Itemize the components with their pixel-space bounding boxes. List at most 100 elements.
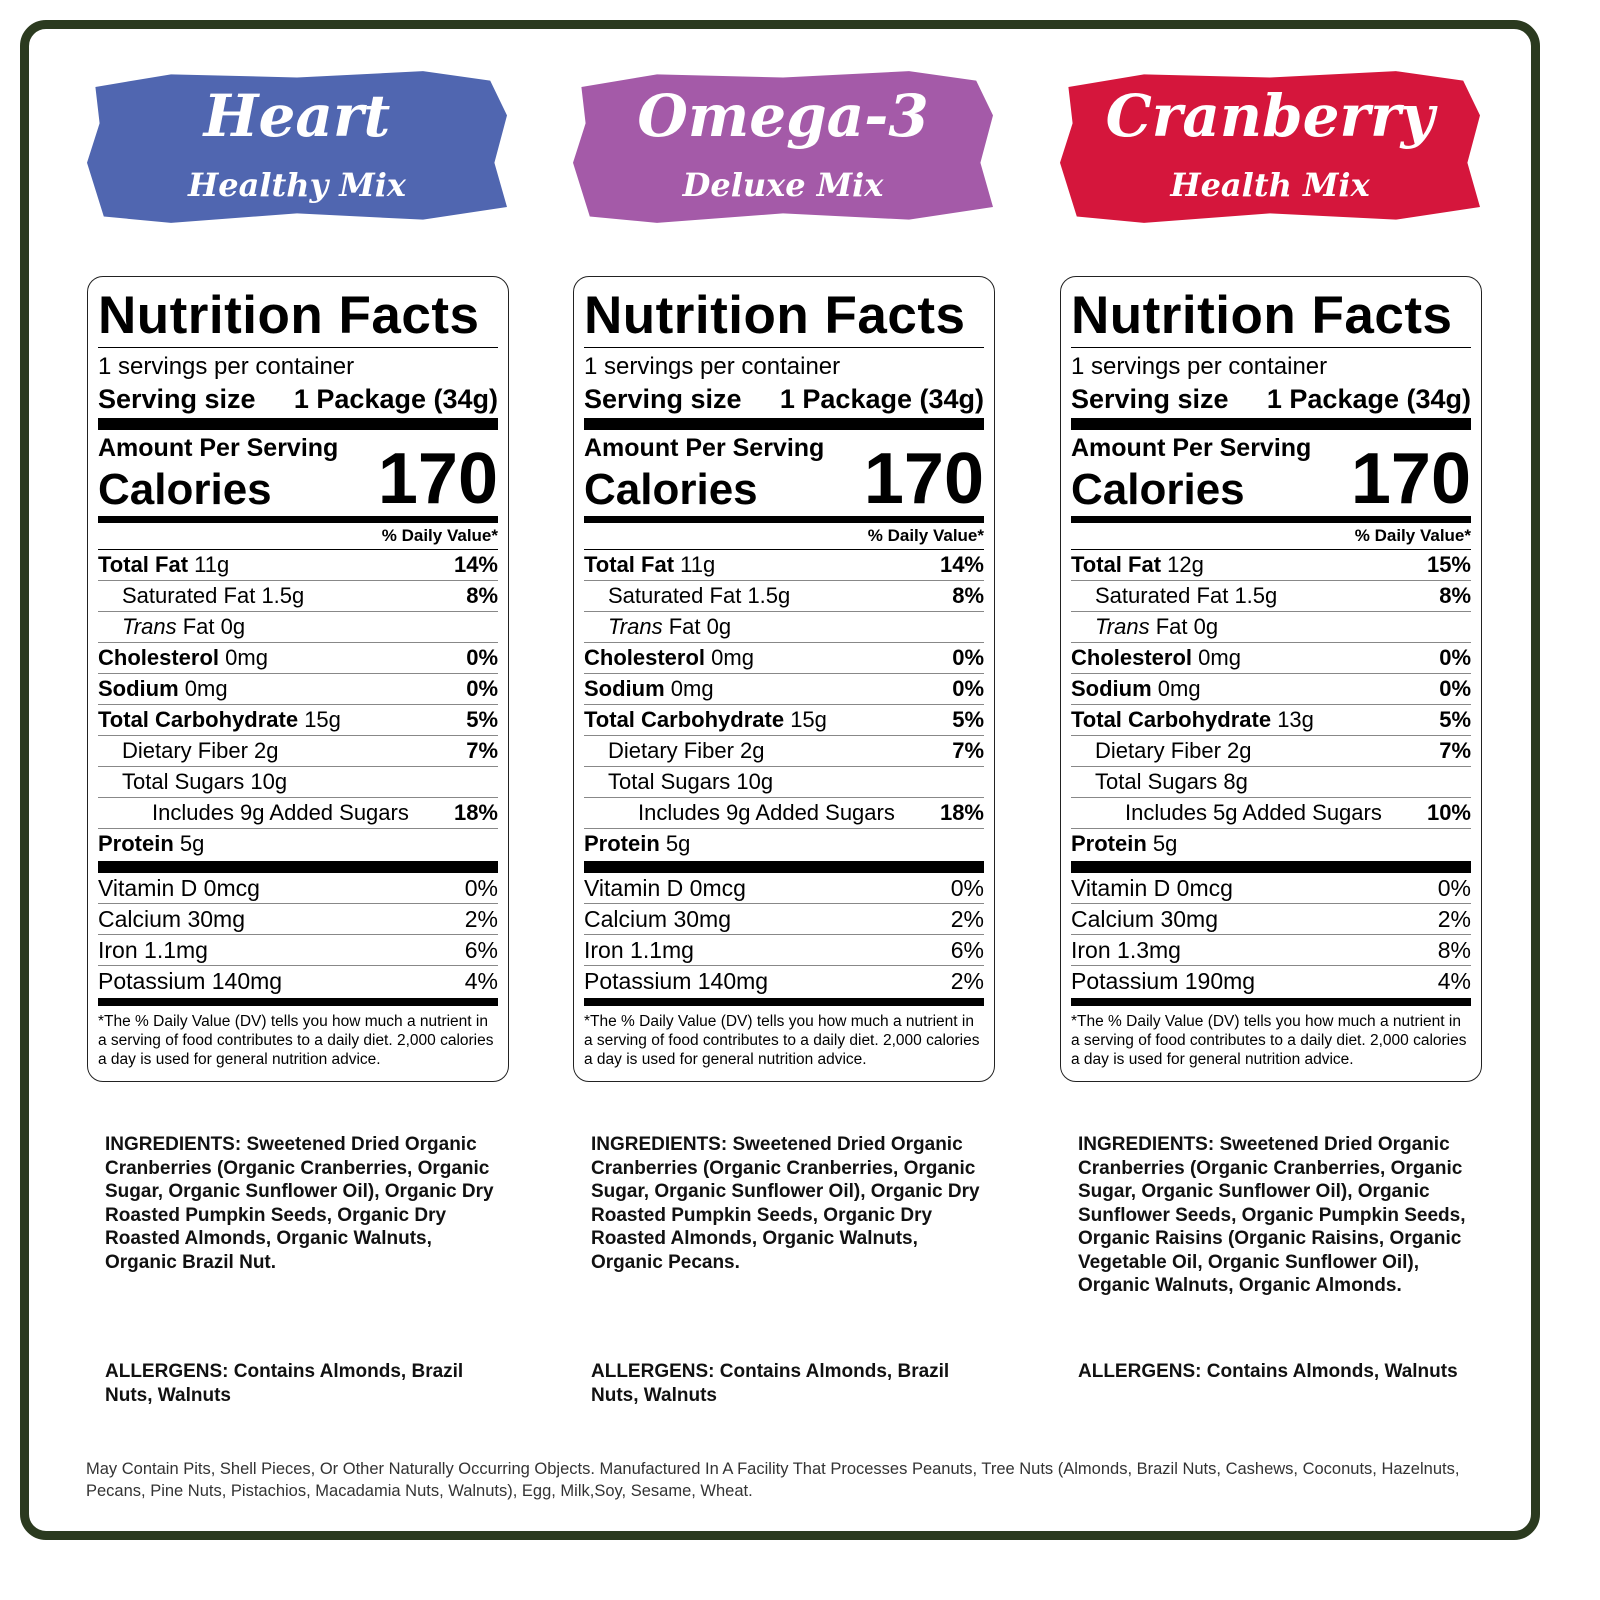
nutrient-amount: 2g xyxy=(254,738,279,763)
nutrient-amount: 0mg xyxy=(711,645,754,670)
nutrient-row: Cholesterol 0mg 0% xyxy=(1071,643,1471,674)
vitamin-row: Vitamin D 0mcg 0% xyxy=(98,873,498,904)
vitamin-amount: 140mg xyxy=(697,968,769,994)
vitamin: Iron 1.1mg xyxy=(98,935,208,965)
vitamin: Calcium 30mg xyxy=(98,904,245,934)
nutrient-row: Includes 9g Added Sugars 18% xyxy=(584,798,984,829)
nutrient-row: Dietary Fiber 2g 7% xyxy=(584,736,984,767)
nutrient-label: Total Sugars xyxy=(1095,769,1218,794)
daily-value: 0% xyxy=(1437,875,1471,901)
vitamin-row: Iron 1.3mg 8% xyxy=(1071,935,1471,966)
serving-size-value: 1 Package (34g) xyxy=(293,384,498,414)
nutrition-panel: Nutrition Facts 1 servings per container S… xyxy=(87,276,509,1082)
nutrient-label: Includes 9g Added Sugars xyxy=(152,800,409,825)
thick-bar xyxy=(584,418,984,430)
thick-bar xyxy=(584,998,984,1006)
nutrient-row: Total Fat 11g 14% xyxy=(584,550,984,581)
nutrient-amount: 10g xyxy=(736,769,774,794)
nutrient-label: Saturated Fat xyxy=(1095,583,1229,608)
nutrient-row: Total Sugars 8g xyxy=(1071,767,1471,798)
nutrient-amount: 2g xyxy=(1227,738,1252,763)
daily-value: 8% xyxy=(466,583,498,608)
nutrient-amount: 15g xyxy=(304,707,341,732)
nutrient: Cholesterol 0mg xyxy=(584,643,754,673)
serving-size-label: Serving size xyxy=(584,384,742,414)
nutrient-row: Total Sugars 10g xyxy=(98,767,498,798)
daily-value: 14% xyxy=(453,552,498,577)
nutrition-title: Nutrition Facts xyxy=(584,285,984,348)
allergens-label: ALLERGENS: xyxy=(1078,1361,1202,1382)
calories-value: 170 xyxy=(377,439,498,519)
vitamin-row: Calcium 30mg 2% xyxy=(1071,904,1471,935)
serving-size-value: 1 Package (34g) xyxy=(779,384,984,414)
serving-size-label: Serving size xyxy=(98,384,256,414)
allergens-text: Contains Almonds, Brazil Nuts, Walnuts xyxy=(591,1361,950,1406)
nutrient-row: Includes 5g Added Sugars 10% xyxy=(1071,798,1471,829)
vitamin-amount: 30mg xyxy=(673,906,732,932)
nutrient-label: Saturated Fat xyxy=(608,583,742,608)
daily-value: 8% xyxy=(1439,583,1471,608)
nutrient: Protein 5g xyxy=(98,829,204,859)
nutrient-amount: 11g xyxy=(194,552,230,577)
nutrient-amount: 0mg xyxy=(1198,645,1241,670)
nutrient-amount: 0g xyxy=(706,614,732,639)
vitamin-amount: 0mcg xyxy=(1176,875,1233,901)
nutrient-amount: 10g xyxy=(250,769,288,794)
calories-label: Calories xyxy=(98,465,272,514)
ingredients: INGREDIENTS: Sweetened Dried Organic Cra… xyxy=(105,1133,500,1274)
daily-value: 7% xyxy=(952,738,984,763)
calories-value: 170 xyxy=(1350,439,1471,519)
nutrient: Total Fat 12g xyxy=(1071,550,1204,580)
daily-value: 4% xyxy=(1437,968,1471,994)
nutrient-label: Protein xyxy=(584,831,660,856)
nutrient-row: Sodium 0mg 0% xyxy=(584,674,984,705)
nutrient: Protein 5g xyxy=(1071,829,1177,859)
nutrient-row: Protein 5g xyxy=(584,829,984,859)
daily-value: 15% xyxy=(1426,552,1471,577)
dv-header: % Daily Value* xyxy=(98,523,498,550)
nutrient-label: Cholesterol xyxy=(98,645,220,670)
nutrient-row: Total Carbohydrate 15g 5% xyxy=(584,705,984,736)
vitamin-amount: 0mcg xyxy=(689,875,746,901)
footnote: *The % Daily Value (DV) tells you how mu… xyxy=(1071,1013,1467,1068)
serving-size: Serving size 1 Package (34g) xyxy=(98,383,498,415)
brush-header: Heart Healthy Mix xyxy=(87,71,507,223)
daily-value: 6% xyxy=(950,937,984,963)
thick-bar xyxy=(584,516,984,523)
daily-value: 4% xyxy=(464,968,498,994)
calories-label: Calories xyxy=(584,465,758,514)
nutrient: Total Sugars 8g xyxy=(1071,767,1248,797)
nutrient: Sodium 0mg xyxy=(98,674,228,704)
amount-label: Amount Per Serving xyxy=(1071,434,1312,462)
vitamin-label: Vitamin D xyxy=(584,875,684,901)
nutrient: Total Carbohydrate 15g xyxy=(584,705,827,735)
nutrient: Trans Fat 0g xyxy=(584,612,731,642)
servings: 1 servings per container xyxy=(98,353,355,380)
nutrient-amount: 5g xyxy=(665,831,691,856)
nutrient: Sodium 0mg xyxy=(584,674,714,704)
vitamin: Potassium 140mg xyxy=(584,966,768,996)
nutrient-row: Includes 9g Added Sugars 18% xyxy=(98,798,498,829)
nutrient: Trans Fat 0g xyxy=(1071,612,1218,642)
vitamin: Iron 1.1mg xyxy=(584,935,694,965)
vitamin: Calcium 30mg xyxy=(1071,904,1218,934)
allergens: ALLERGENS: Contains Almonds, Brazil Nuts… xyxy=(105,1360,500,1407)
nutrient-label: Dietary Fiber xyxy=(1095,738,1221,763)
nutrient-label: Total Carbohydrate xyxy=(1071,707,1272,732)
serving-size: Serving size 1 Package (34g) xyxy=(1071,383,1471,415)
amount-label: Amount Per Serving xyxy=(98,434,339,462)
nutrient-label: Fat xyxy=(668,614,701,639)
vitamin-label: Vitamin D xyxy=(98,875,198,901)
nutrient-label: Saturated Fat xyxy=(122,583,256,608)
nutrient-amount: 0g xyxy=(1193,614,1219,639)
vitamin-amount: 1.1mg xyxy=(630,937,694,963)
daily-value: 0% xyxy=(952,645,984,670)
daily-value: 8% xyxy=(952,583,984,608)
brush-header: Omega-3 Deluxe Mix xyxy=(573,71,993,223)
nutrient: Saturated Fat 1.5g xyxy=(1071,581,1277,611)
nutrient-label: Dietary Fiber xyxy=(122,738,248,763)
nutrient-label-italic: Trans xyxy=(122,614,177,639)
product-name: Omega-3 xyxy=(637,82,929,150)
ingredients-text: Sweetened Dried Organic Cranberries (Org… xyxy=(591,1134,980,1273)
